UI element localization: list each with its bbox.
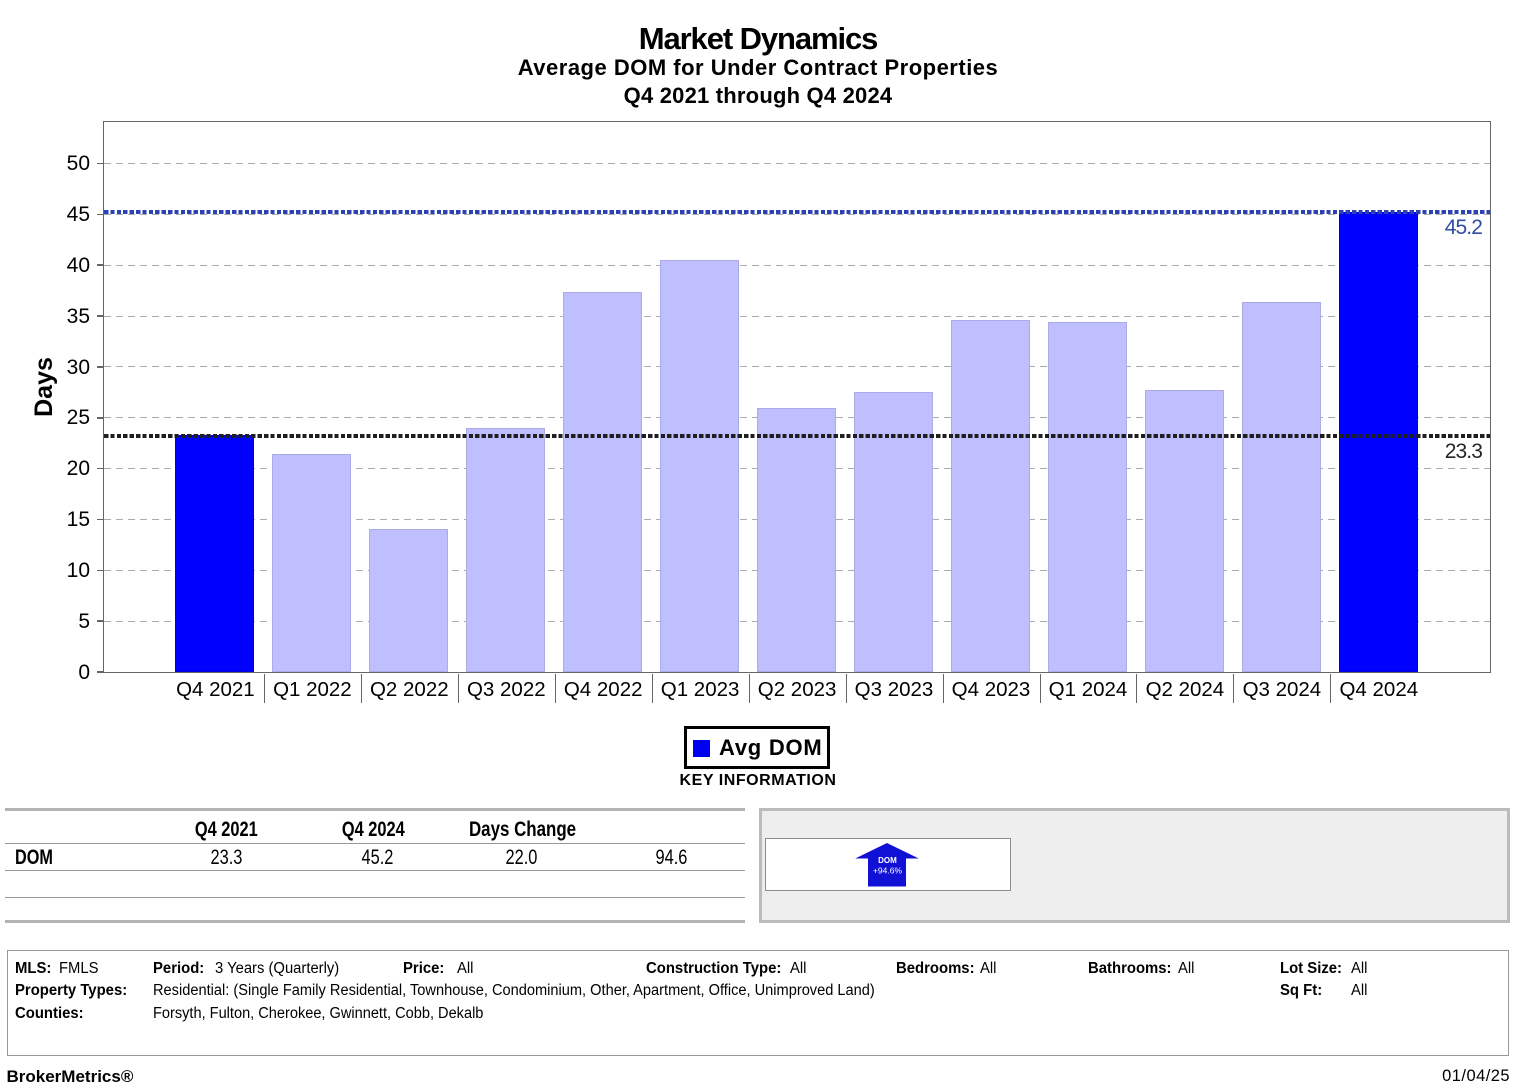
- svg-text:+94.6%: +94.6%: [872, 865, 902, 875]
- svg-text:DOM: DOM: [878, 856, 897, 865]
